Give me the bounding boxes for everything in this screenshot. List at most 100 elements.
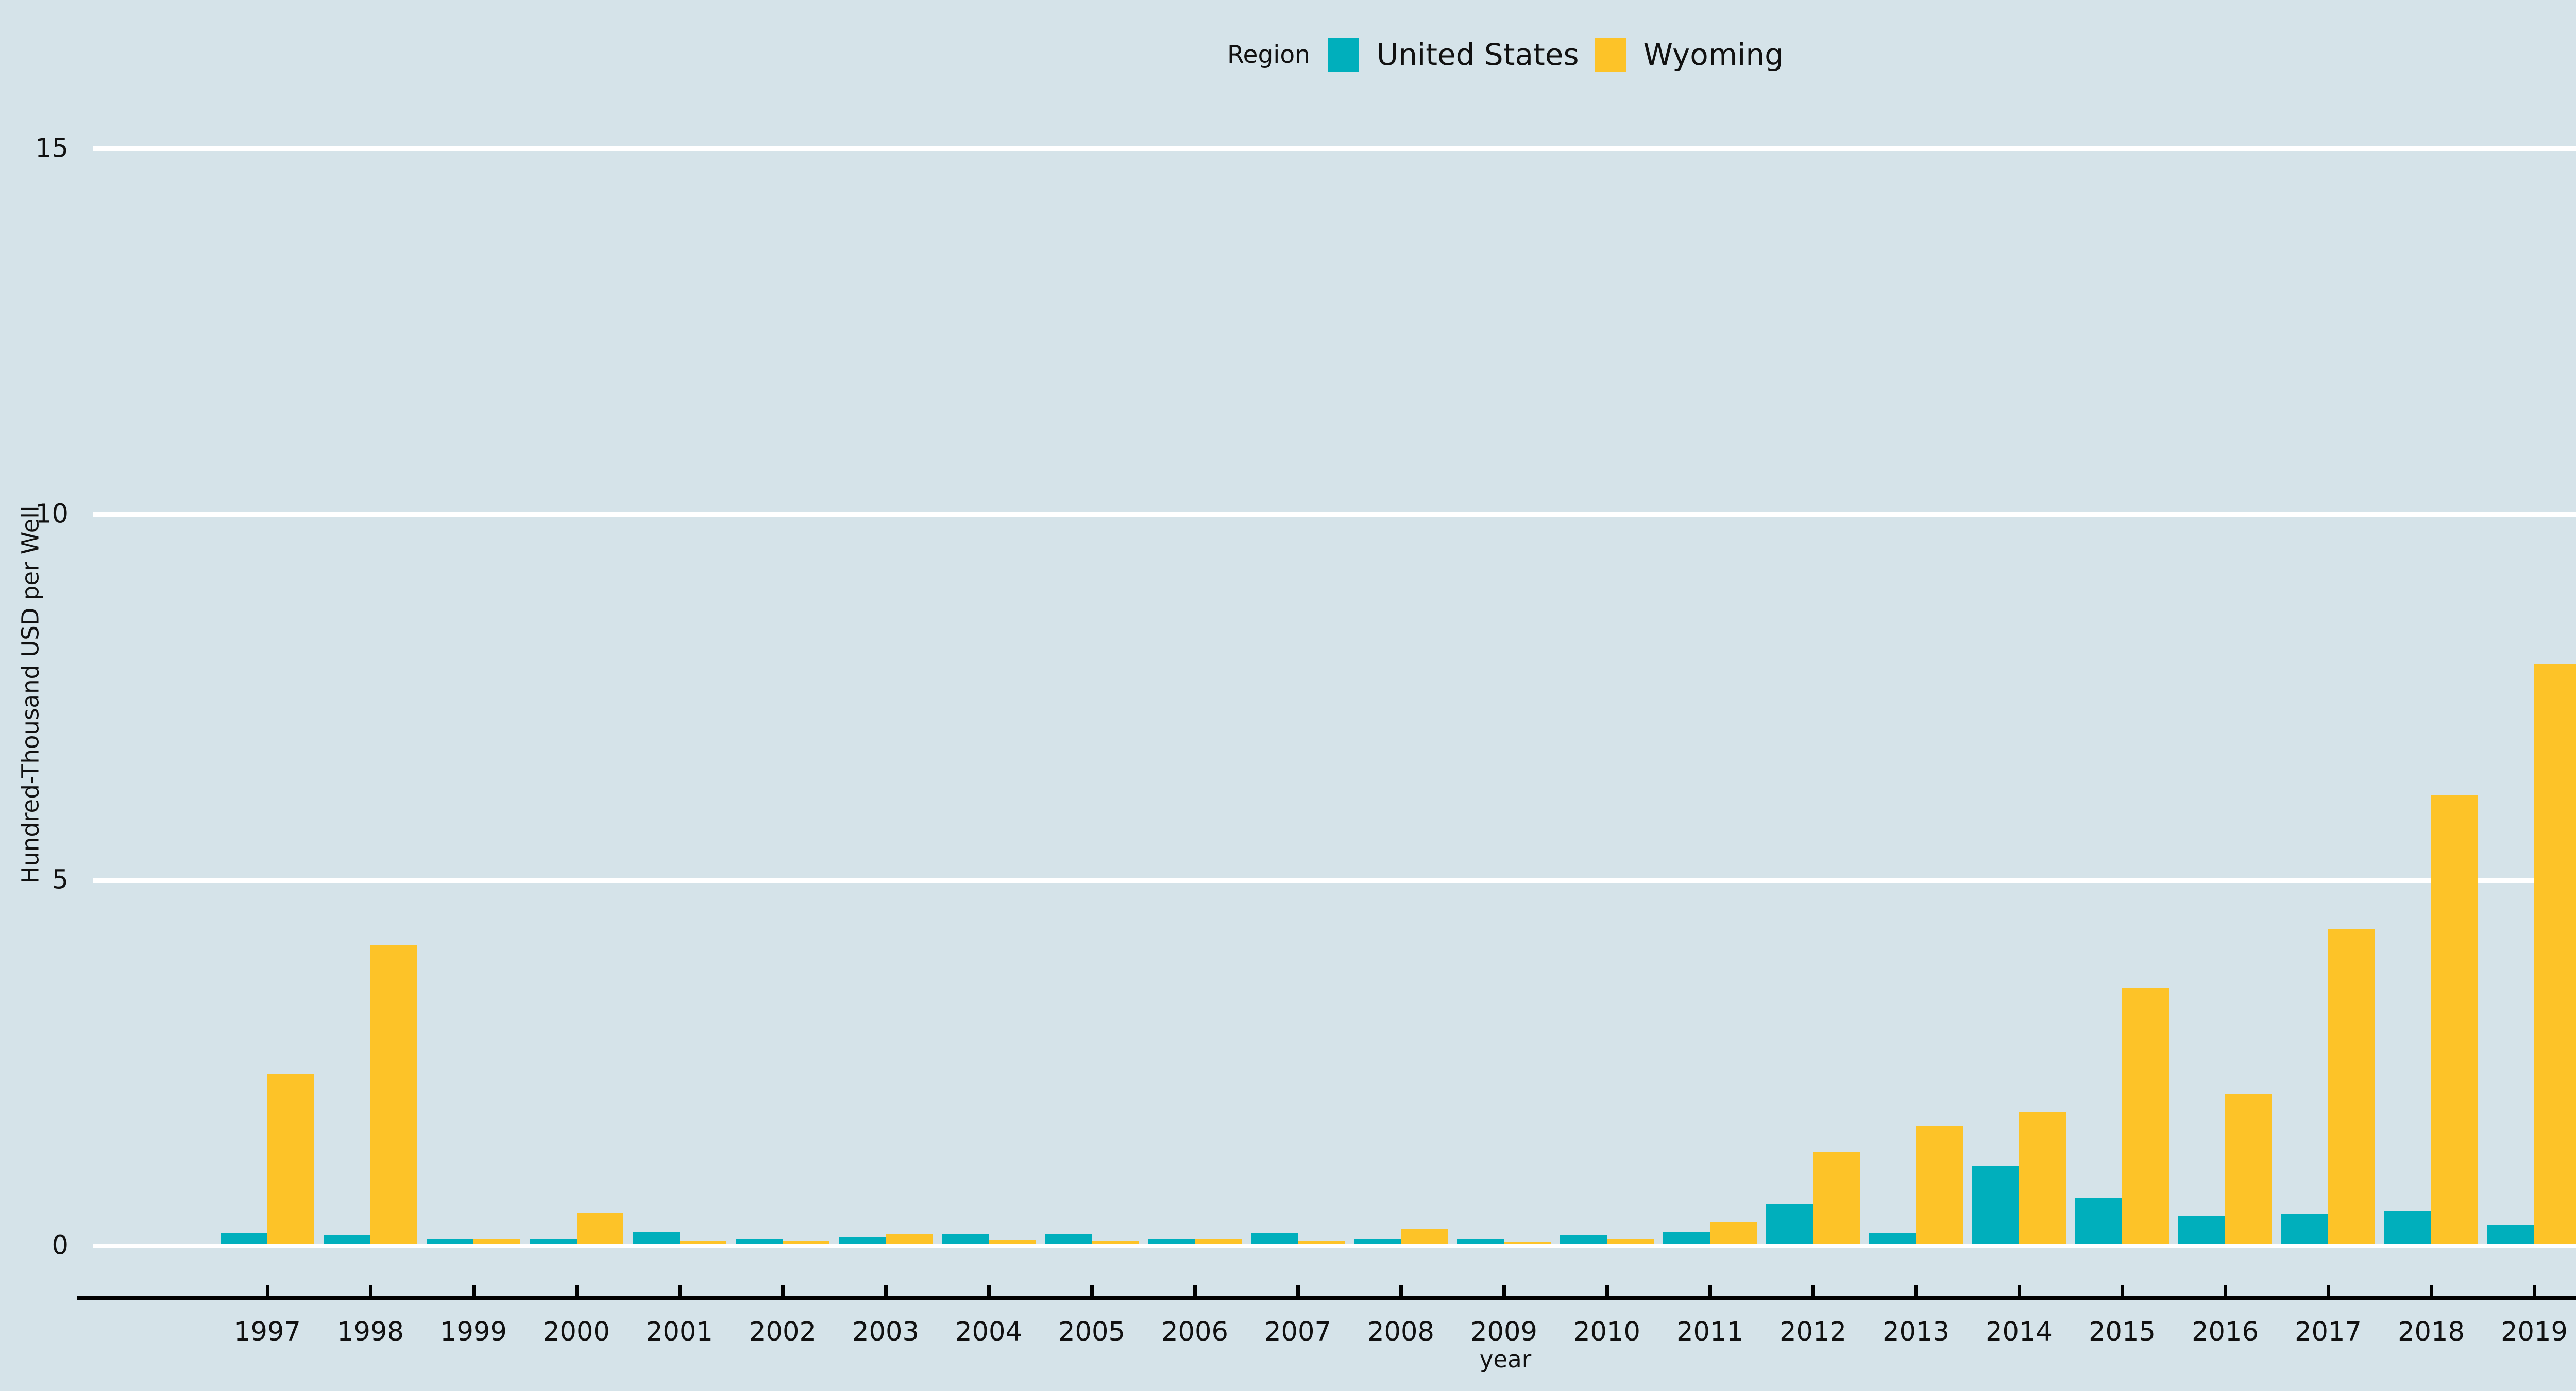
x-tick-2014 [2018,1285,2021,1296]
x-tick-1999 [472,1285,476,1296]
bar-wyoming-2015 [2122,988,2169,1244]
bar-wyoming-2002 [783,1241,829,1244]
gridline-y-0 [93,1244,2576,1248]
x-tick-label-2017: 2017 [2295,1317,2362,1347]
x-tick-2013 [1914,1285,1918,1296]
bar-us-2007 [1251,1233,1298,1244]
x-tick-label-2005: 2005 [1058,1317,1125,1347]
x-tick-2012 [1811,1285,1815,1296]
x-tick-2017 [2327,1285,2330,1296]
bar-us-2008 [1354,1239,1401,1244]
x-tick-label-2012: 2012 [1780,1317,1846,1347]
x-tick-label-2013: 2013 [1883,1317,1950,1347]
x-tick-2015 [2121,1285,2124,1296]
y-tick-label-5: 5 [52,864,69,895]
bar-us-2004 [942,1234,989,1244]
x-tick-1998 [369,1285,372,1296]
bar-us-2011 [1663,1232,1710,1244]
bar-wyoming-2001 [680,1241,726,1244]
bar-wyoming-1997 [267,1074,314,1244]
bar-wyoming-2014 [2019,1112,2066,1244]
bar-us-2009 [1457,1239,1504,1244]
x-tick-label-2010: 2010 [1573,1317,1640,1347]
x-tick-2001 [678,1285,682,1296]
bar-us-1998 [324,1235,370,1244]
x-tick-2004 [987,1285,991,1296]
x-tick-2018 [2430,1285,2433,1296]
x-tick-label-2019: 2019 [2501,1317,2568,1347]
gridline-y-15 [93,146,2576,151]
bar-wyoming-2008 [1401,1229,1448,1244]
x-tick-label-2007: 2007 [1264,1317,1331,1347]
y-tick-label-15: 15 [35,133,69,164]
bar-us-2006 [1148,1239,1195,1244]
bar-wyoming-2017 [2328,929,2375,1244]
x-tick-2005 [1090,1285,1094,1296]
x-tick-label-2000: 2000 [543,1317,610,1347]
legend-label-united-states: United States [1376,37,1579,72]
gridline-y-5 [93,878,2576,883]
bar-wyoming-2018 [2431,795,2478,1244]
x-tick-2011 [1708,1285,1712,1296]
bar-us-1997 [221,1233,267,1244]
x-tick-2003 [884,1285,888,1296]
bar-wyoming-2005 [1092,1241,1139,1244]
x-tick-label-2011: 2011 [1676,1317,1743,1347]
bar-us-2002 [736,1239,783,1244]
bar-wyoming-2000 [577,1213,623,1244]
bar-wyoming-2009 [1504,1242,1551,1244]
x-tick-2010 [1605,1285,1609,1296]
x-tick-2009 [1502,1285,1506,1296]
bar-us-2013 [1869,1233,1916,1244]
x-tick-label-1999: 1999 [440,1317,507,1347]
bar-us-2015 [2075,1198,2122,1244]
bar-wyoming-2016 [2225,1094,2272,1244]
x-tick-1997 [266,1285,269,1296]
bar-wyoming-2013 [1916,1126,1963,1244]
legend-title: Region [1227,40,1310,69]
x-tick-label-2018: 2018 [2398,1317,2465,1347]
bar-wyoming-1999 [473,1239,520,1244]
x-tick-label-2009: 2009 [1470,1317,1537,1347]
bar-wyoming-2006 [1195,1239,1242,1244]
bar-us-2003 [839,1237,886,1244]
bar-us-2012 [1766,1204,1813,1244]
bar-wyoming-2012 [1813,1152,1860,1244]
bar-us-2005 [1045,1234,1092,1244]
x-tick-2002 [781,1285,785,1296]
bar-us-2017 [2281,1214,2328,1244]
x-tick-2000 [575,1285,579,1296]
bar-wyoming-2019 [2534,664,2576,1244]
bar-us-1999 [427,1239,473,1244]
bar-us-2019 [2487,1225,2534,1244]
x-tick-2016 [2224,1285,2227,1296]
x-tick-label-2001: 2001 [646,1317,713,1347]
x-tick-label-1998: 1998 [337,1317,404,1347]
legend: Region United States Wyoming [93,37,2576,72]
x-tick-label-2004: 2004 [955,1317,1022,1347]
legend-label-wyoming: Wyoming [1643,37,1784,72]
x-tick-label-2014: 2014 [1986,1317,2053,1347]
y-axis-title: Hundred-Thousand USD per Well [16,505,44,884]
x-tick-label-1997: 1997 [234,1317,301,1347]
x-axis-line [77,1296,2576,1300]
legend-swatch-wyoming-icon [1594,38,1626,72]
bar-us-2018 [2384,1211,2431,1244]
bar-wyoming-2007 [1298,1241,1345,1244]
bar-wyoming-1998 [370,945,417,1244]
x-tick-label-2008: 2008 [1367,1317,1434,1347]
y-tick-label-0: 0 [52,1230,69,1261]
x-tick-2006 [1193,1285,1197,1296]
bar-us-2016 [2178,1216,2225,1244]
bar-wyoming-2010 [1607,1239,1654,1244]
legend-swatch-united-states-icon [1327,38,1359,72]
x-tick-label-2006: 2006 [1161,1317,1228,1347]
x-tick-2008 [1399,1285,1403,1296]
legend-item-wyoming: Wyoming [1594,37,1784,72]
bar-wyoming-2003 [886,1234,933,1244]
x-tick-2019 [2533,1285,2536,1296]
x-axis-title: year [1479,1346,1532,1373]
legend-item-united-states: United States [1327,37,1579,72]
gridline-y-10 [93,512,2576,517]
